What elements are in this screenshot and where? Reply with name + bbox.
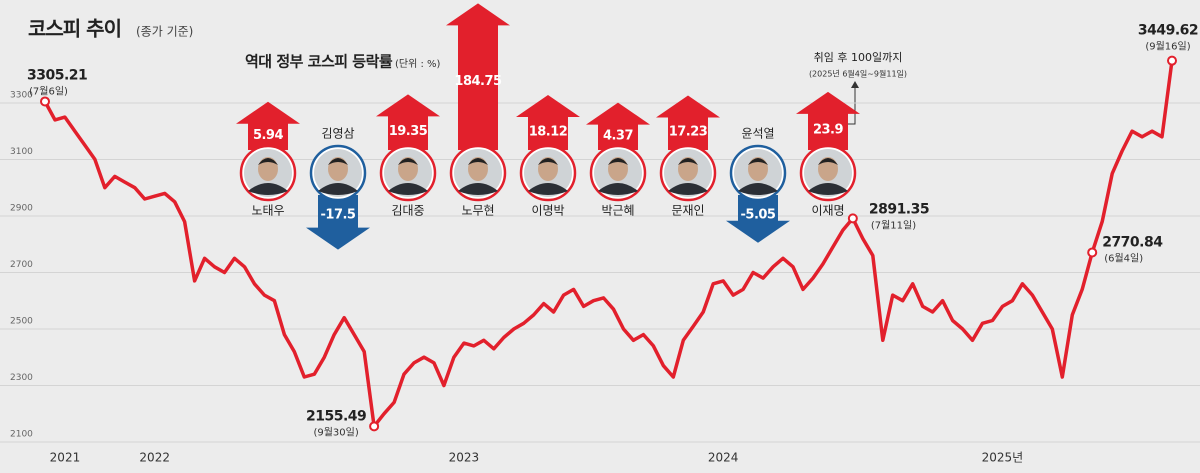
annotation-value: 2770.84 — [1102, 234, 1163, 250]
annotation-value: 2155.49 — [306, 408, 366, 424]
inset-layer: 5.94 노태우 -17.5 김영삼 19.35 김대중 184.75 노무현 18.12 이명박… — [236, 3, 860, 250]
president-name: 윤석열 — [741, 127, 774, 141]
inset-note-detail: (2025년 6월4일~9월11일) — [809, 69, 907, 79]
y-tick-label: 2900 — [10, 203, 33, 213]
arrow-value: 4.37 — [603, 129, 634, 144]
annotation-value: 3449.62 — [1138, 23, 1198, 39]
arrow-value: 5.94 — [253, 128, 284, 143]
chart-title: 코스피 추이 — [28, 17, 121, 41]
annotation-date: (9월16일) — [1145, 41, 1190, 53]
portrait-face — [678, 157, 698, 181]
portrait-hair — [328, 158, 348, 165]
x-tick-label: 2022 — [139, 451, 170, 465]
arrow-value: 184.75 — [454, 74, 502, 89]
portrait-hair — [258, 158, 278, 165]
y-tick-label: 2500 — [10, 316, 33, 326]
note-arrowhead — [851, 81, 859, 88]
president-name: 문재인 — [671, 204, 704, 218]
president-name: 노무현 — [461, 204, 494, 218]
arrow-value: 23.9 — [813, 123, 844, 138]
portrait-face — [468, 157, 488, 181]
portrait-hair — [818, 158, 838, 165]
portrait-face — [538, 157, 558, 181]
up-arrow — [376, 94, 440, 150]
arrow-value: -5.05 — [741, 208, 776, 223]
portrait-hair — [678, 158, 698, 165]
arrow-value: 17.23 — [669, 125, 708, 140]
portrait-body — [598, 183, 638, 195]
portrait-body — [388, 183, 428, 195]
point-marker — [40, 96, 50, 107]
portrait-face — [608, 157, 628, 181]
point-marker — [847, 213, 858, 224]
up-arrow — [656, 95, 720, 150]
portrait-face — [328, 157, 348, 181]
portrait-face — [398, 157, 418, 181]
up-arrow — [516, 95, 580, 150]
inset-unit: (단위 : %) — [395, 57, 441, 70]
portrait-face — [818, 157, 838, 181]
y-tick-label: 2100 — [10, 430, 33, 440]
annotation-value: 2891.35 — [869, 201, 929, 217]
up-arrow — [446, 3, 510, 151]
chart-subtitle: (종가 기준) — [136, 25, 193, 39]
annotation-date: (7월11일) — [871, 219, 916, 231]
president-name: 이재명 — [811, 204, 844, 218]
portrait-hair — [608, 158, 628, 165]
ann-layer: 3305.21 (7월6일) 2155.49 (9월30일) 2891.35 (7월11일… — [27, 23, 1199, 439]
line-layer — [43, 60, 1174, 429]
up-arrow — [586, 102, 650, 150]
portrait-body — [738, 183, 778, 195]
president-name: 이명박 — [531, 204, 564, 218]
y-tick-label: 3100 — [10, 147, 33, 157]
portrait-hair — [468, 158, 488, 165]
y-tick-label: 2300 — [10, 373, 33, 383]
inset-note: 취임 후 100일까지 — [814, 50, 903, 64]
president-name: 김대중 — [391, 204, 424, 218]
x-tick-label: 2021 — [50, 451, 81, 465]
annotation-value: 3305.21 — [27, 67, 87, 83]
down-arrow — [726, 195, 790, 243]
president-name: 박근혜 — [601, 204, 634, 218]
price-line — [43, 60, 1174, 429]
arrow-value: 18.12 — [529, 124, 568, 139]
inset-title: 역대 정부 코스피 등락률 — [245, 53, 393, 71]
point-marker — [369, 421, 380, 432]
portrait-face — [748, 157, 768, 181]
portrait-hair — [398, 158, 418, 165]
portrait-body — [458, 183, 498, 195]
portrait-body — [318, 183, 358, 195]
x-tick-label: 2024 — [708, 451, 739, 465]
down-arrow — [306, 195, 370, 250]
portrait-body — [248, 183, 288, 195]
annotation-date: (6월4일) — [1104, 252, 1143, 264]
portrait-face — [258, 157, 278, 181]
point-marker — [1087, 247, 1098, 258]
arrow-value: -17.5 — [321, 208, 356, 223]
y-tick-label: 2700 — [10, 260, 33, 270]
portrait-hair — [748, 158, 768, 165]
annotation-date: (7월6일) — [29, 85, 68, 97]
portrait-hair — [538, 158, 558, 165]
point-marker — [1167, 55, 1177, 66]
x-tick-label: 2023 — [449, 451, 480, 465]
president-name: 김영삼 — [321, 127, 354, 141]
x-tick-label: 2025년 — [982, 451, 1024, 465]
y-tick-label: 3300 — [10, 90, 33, 100]
portrait-body — [808, 183, 848, 195]
portrait-body — [668, 183, 708, 195]
arrow-value: 19.35 — [389, 124, 428, 139]
up-arrow — [796, 91, 860, 150]
president-name: 노태우 — [251, 204, 284, 218]
portrait-body — [528, 183, 568, 195]
annotation-date: (9월30일) — [313, 426, 358, 438]
up-arrow — [236, 101, 300, 150]
